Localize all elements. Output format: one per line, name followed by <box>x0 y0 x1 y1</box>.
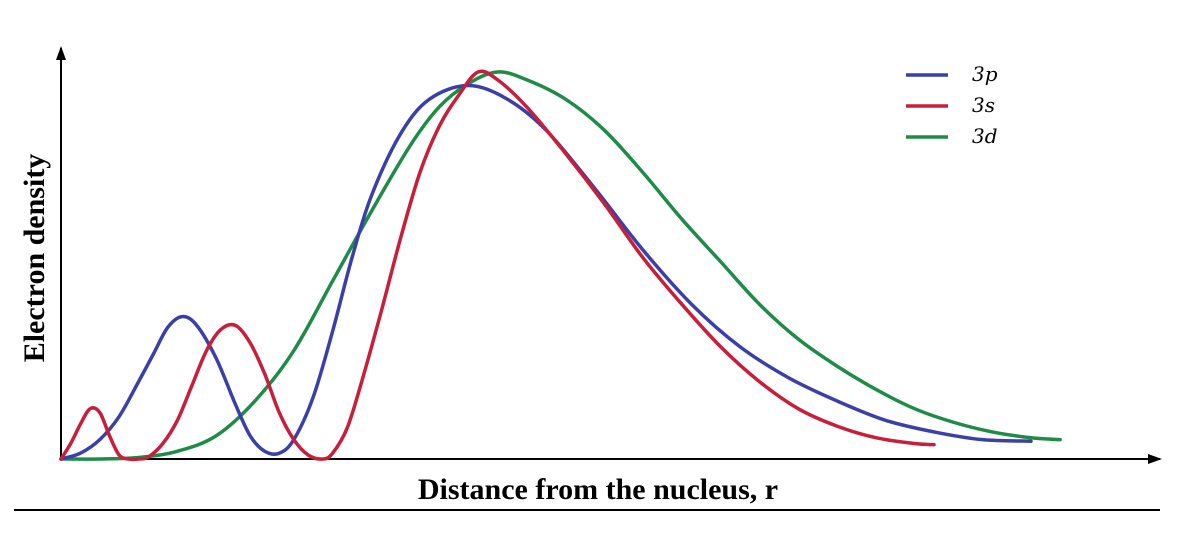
y-axis-label: Electron density <box>18 154 51 363</box>
series-curves <box>59 69 1062 462</box>
legend-label-3p: 3p <box>972 62 998 86</box>
series-3d-line <box>59 70 1062 461</box>
legend: 3p 3s 3d <box>906 62 998 148</box>
legend-label-3s: 3s <box>972 93 995 117</box>
x-axis-label: Distance from the nucleus, r <box>418 473 778 506</box>
series-3s-line <box>59 69 936 462</box>
series-3p-line <box>59 83 1033 461</box>
legend-label-3d: 3d <box>972 124 998 148</box>
